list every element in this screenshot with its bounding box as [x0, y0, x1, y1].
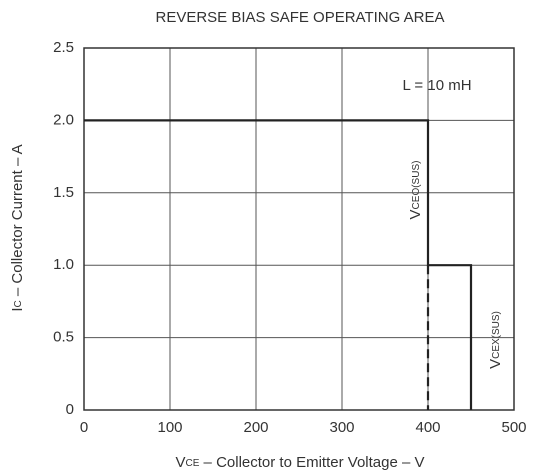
y-label-sub: C — [13, 300, 24, 307]
y-axis-label: IC – Collector Current – A — [9, 144, 26, 311]
y-tick-label: 1.5 — [53, 184, 74, 201]
y-tick-label: 1.0 — [53, 256, 74, 273]
y-tick-label: 2.5 — [53, 39, 74, 56]
x-tick-label: 200 — [243, 419, 268, 436]
annotation-symbol: V — [487, 359, 504, 369]
x-label-symbol: V — [175, 454, 185, 471]
y-label-symbol: I — [9, 307, 26, 311]
annotation: VCEX(SUS) — [487, 311, 504, 369]
chart-title: REVERSE BIAS SAFE OPERATING AREA — [156, 9, 445, 26]
annotation: L = 10 mH — [402, 77, 471, 94]
x-axis-label: VCE – Collector to Emitter Voltage – V — [175, 454, 424, 471]
x-tick-label: 100 — [157, 419, 182, 436]
annotation-sub: CEX(SUS) — [491, 311, 502, 359]
y-tick-label: 0.5 — [53, 329, 74, 346]
x-label-sub: CE — [185, 458, 199, 469]
x-tick-label: 300 — [329, 419, 354, 436]
x-label-text: – Collector to Emitter Voltage – V — [199, 454, 424, 471]
x-tick-label: 500 — [501, 419, 526, 436]
x-tick-label: 0 — [80, 419, 88, 436]
y-tick-label: 0 — [66, 401, 74, 418]
plot-frame — [83, 47, 515, 411]
y-label-text: – Collector Current – A — [9, 144, 26, 300]
annotation-symbol: V — [407, 209, 424, 219]
annotation-sub: CEO(SUS) — [411, 161, 422, 210]
y-tick-label: 2.0 — [53, 111, 74, 128]
x-tick-label: 400 — [415, 419, 440, 436]
annotation: VCEO(SUS) — [407, 161, 424, 220]
